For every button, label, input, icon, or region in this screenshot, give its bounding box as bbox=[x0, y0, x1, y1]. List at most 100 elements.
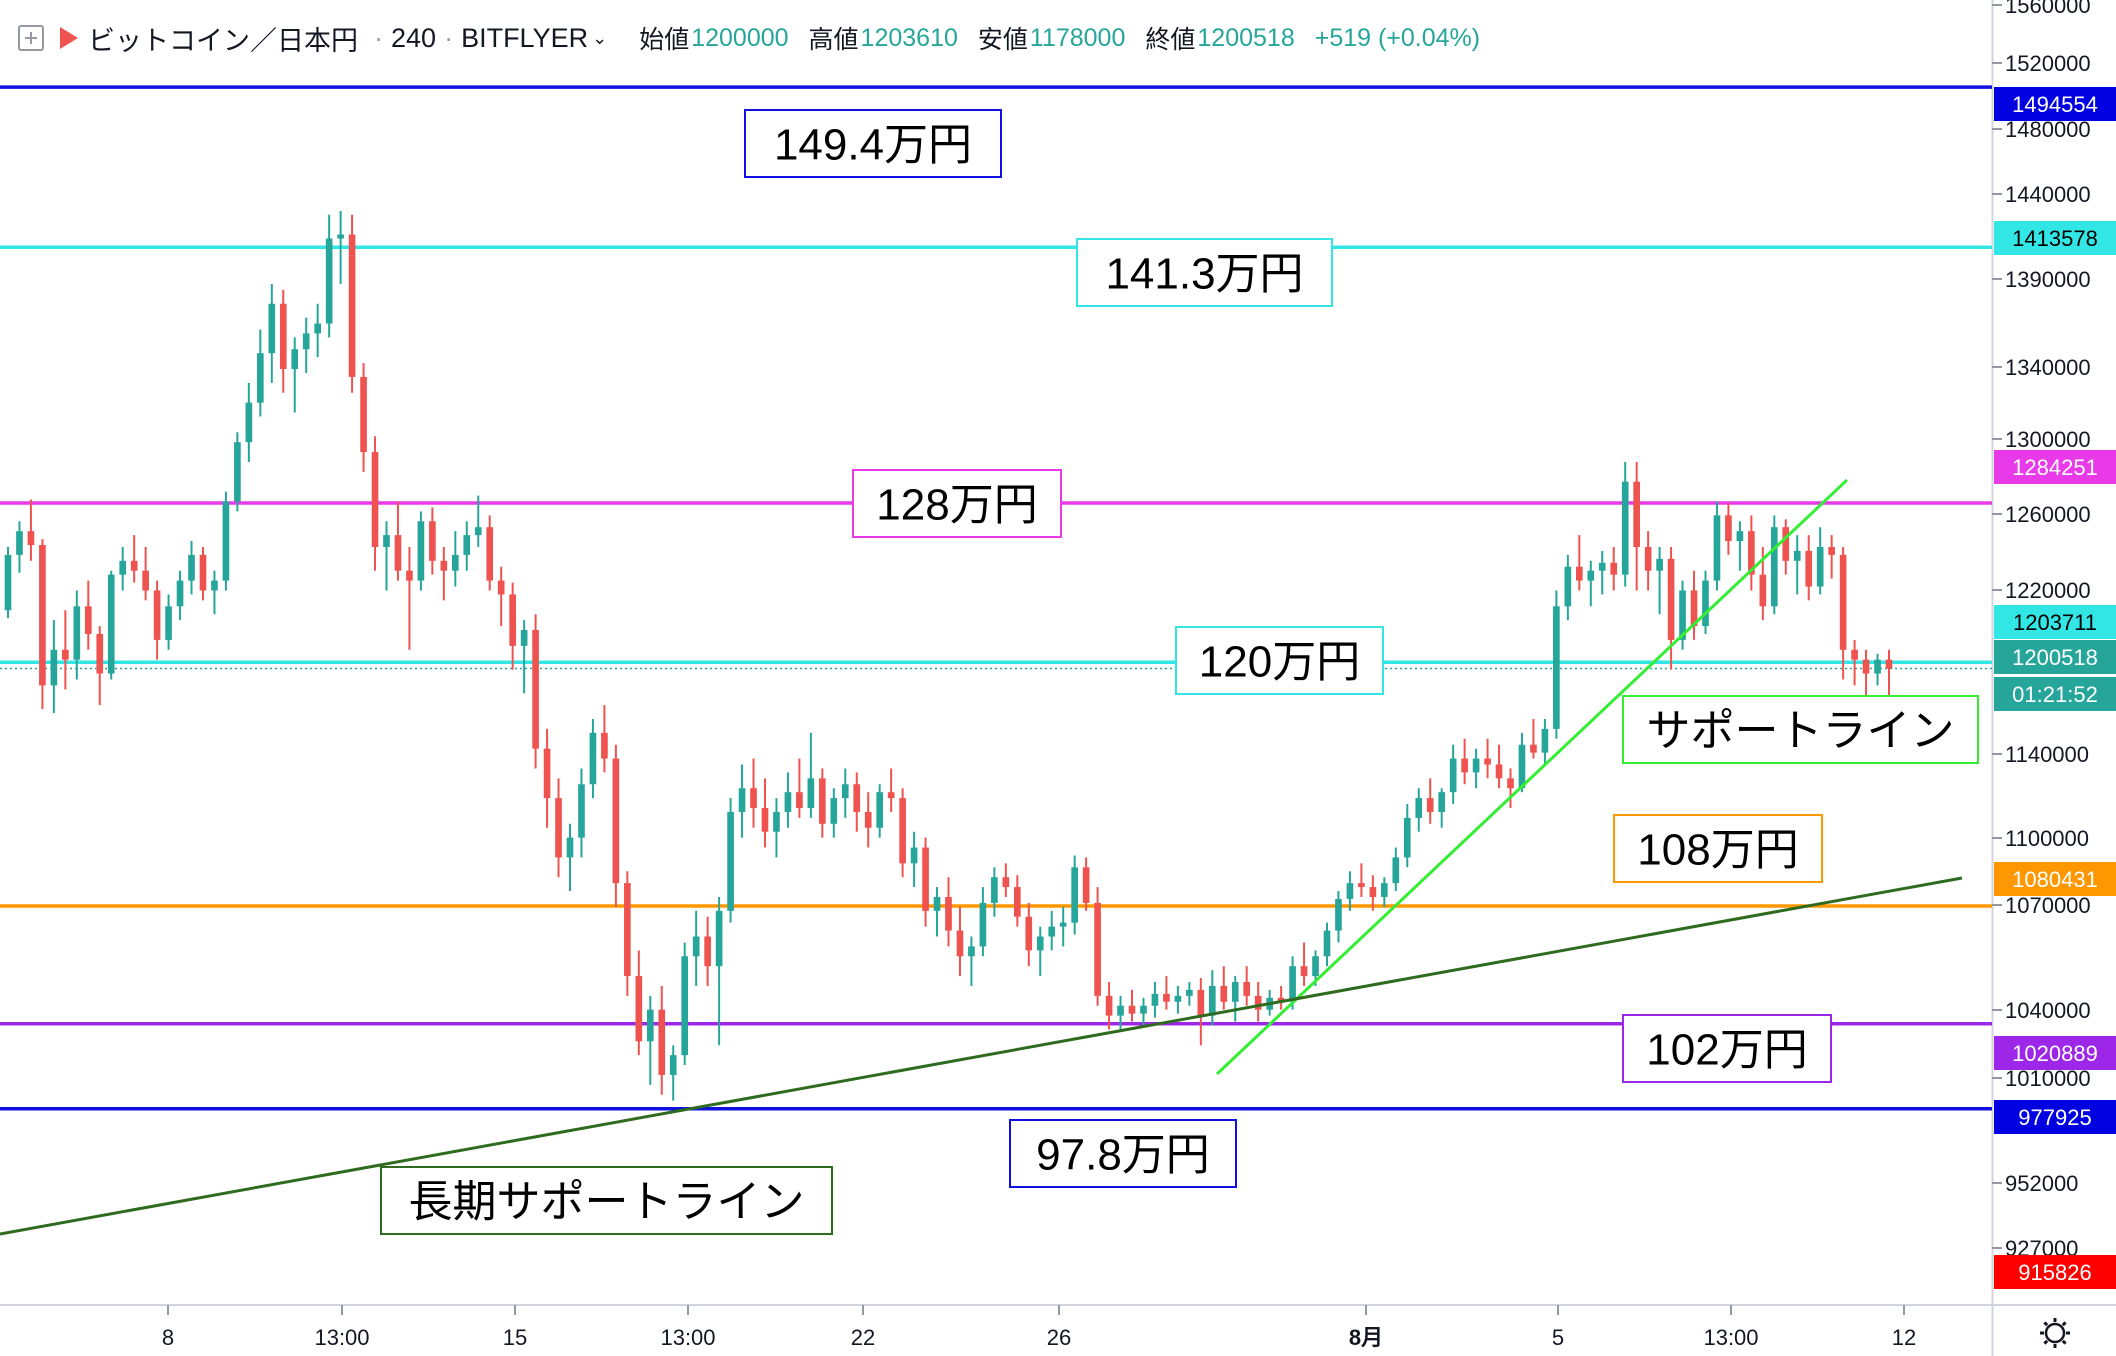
support-trend-line[interactable] bbox=[1215, 478, 1849, 1076]
candle bbox=[348, 214, 356, 393]
price-tick-label: 952000 bbox=[2005, 1171, 2078, 1196]
candle bbox=[1013, 875, 1021, 927]
close-value: 1200518 bbox=[1197, 23, 1295, 52]
candle-body bbox=[1403, 817, 1411, 858]
candle-body bbox=[1805, 550, 1813, 587]
level-label-1020889-text: 102万円 bbox=[1646, 1026, 1807, 1075]
candle bbox=[945, 877, 952, 947]
candle bbox=[1381, 877, 1388, 907]
candle bbox=[715, 896, 723, 1046]
candle-body bbox=[1610, 562, 1618, 575]
price-tick-label: 1340000 bbox=[2005, 355, 2091, 380]
level-label-1284251[interactable]: 128万円 bbox=[852, 469, 1062, 538]
candle bbox=[876, 784, 884, 838]
price-badge: 1020889 bbox=[1994, 1036, 2116, 1070]
candle-body bbox=[646, 1009, 654, 1042]
level-label-1413578[interactable]: 141.3万円 bbox=[1076, 238, 1333, 307]
candle bbox=[669, 1045, 677, 1101]
candle bbox=[463, 521, 471, 571]
candle bbox=[1851, 639, 1858, 686]
candle-body bbox=[830, 798, 838, 824]
exchange-label[interactable]: BITFLYER bbox=[461, 22, 589, 53]
candle bbox=[153, 580, 161, 660]
candle-body bbox=[1346, 883, 1354, 899]
level-label-1020889[interactable]: 102万円 bbox=[1622, 1014, 1832, 1083]
candle-body bbox=[1220, 985, 1228, 1002]
level-label-1020889-box bbox=[1622, 1014, 1832, 1083]
candle bbox=[1874, 653, 1881, 686]
add-symbol-icon[interactable] bbox=[18, 25, 44, 51]
candle bbox=[474, 495, 482, 547]
candle-body bbox=[864, 811, 872, 828]
candle bbox=[956, 906, 964, 977]
level-label-1203711[interactable]: 120万円 bbox=[1175, 626, 1384, 695]
candle-body bbox=[738, 788, 746, 812]
long-term-support-trend-line[interactable] bbox=[0, 876, 1963, 1236]
symbol-name[interactable]: ビットコイン／日本円 bbox=[88, 25, 358, 56]
support-line-label[interactable]: サポートライン bbox=[1622, 695, 1979, 764]
high-value: 1203610 bbox=[860, 23, 958, 52]
candle bbox=[1323, 922, 1331, 967]
candle bbox=[1541, 719, 1549, 765]
candle-body bbox=[84, 606, 92, 634]
low-label: 安値 bbox=[977, 26, 1028, 54]
candle-body bbox=[337, 234, 344, 239]
candle bbox=[784, 772, 792, 828]
candle bbox=[933, 887, 941, 937]
candle-body bbox=[257, 353, 264, 403]
candle-body bbox=[107, 574, 115, 674]
candle bbox=[1805, 535, 1813, 601]
price-badge-text: 01:21:52 bbox=[2012, 682, 2098, 707]
candle bbox=[1656, 546, 1663, 615]
chevron-down-icon[interactable]: ⌄ bbox=[592, 27, 608, 48]
candle-body bbox=[1495, 764, 1503, 779]
symbol-header: ビットコイン／日本円 · 240 · BITFLYER ⌄ 始値 1200000… bbox=[18, 16, 1480, 60]
candle bbox=[73, 590, 81, 680]
candle-body bbox=[1254, 995, 1262, 1010]
candle bbox=[337, 210, 344, 284]
candle-body bbox=[1438, 792, 1446, 812]
candle-body bbox=[853, 784, 861, 812]
candle bbox=[1667, 546, 1675, 670]
candle-body bbox=[1713, 515, 1721, 581]
price-tick-label: 1010000 bbox=[2005, 1066, 2091, 1091]
candle-body bbox=[1105, 995, 1113, 1016]
candle bbox=[1197, 978, 1205, 1046]
candle bbox=[188, 541, 195, 595]
candle bbox=[1690, 570, 1698, 640]
candle-body bbox=[463, 535, 471, 555]
candle bbox=[119, 546, 127, 591]
long-term-support-label[interactable]: 長期サポートライン bbox=[380, 1166, 833, 1235]
price-tick-label: 1260000 bbox=[2005, 502, 2091, 527]
candle bbox=[291, 337, 299, 413]
candle-body bbox=[1174, 995, 1182, 1002]
candle bbox=[1186, 981, 1193, 1006]
candle-body bbox=[1736, 531, 1744, 542]
level-label-1080431[interactable]: 108万円 bbox=[1613, 814, 1823, 883]
candle-body bbox=[130, 560, 138, 571]
candle-body bbox=[1862, 659, 1870, 674]
settings-gear-icon[interactable] bbox=[2040, 1318, 2070, 1348]
price-tick-label: 1070000 bbox=[2005, 893, 2091, 918]
candle bbox=[520, 620, 528, 694]
interval-label[interactable]: 240 bbox=[391, 22, 437, 53]
candle-body bbox=[773, 811, 780, 832]
candle bbox=[761, 778, 769, 848]
candle-body bbox=[1059, 922, 1067, 927]
candle-body bbox=[16, 531, 23, 555]
price-badge: 01:21:52 bbox=[1994, 677, 2116, 711]
candle bbox=[1644, 531, 1652, 591]
candle-body bbox=[520, 630, 528, 646]
level-label-1494554[interactable]: 149.4万円 bbox=[744, 109, 1002, 178]
candle bbox=[543, 728, 551, 828]
candle-body bbox=[394, 535, 402, 571]
candle-body bbox=[1163, 993, 1170, 1002]
candle bbox=[1036, 926, 1044, 977]
candle-body bbox=[658, 1009, 666, 1075]
price-badge-text: 1203711 bbox=[2013, 610, 2097, 635]
level-label-977925[interactable]: 97.8万円 bbox=[1009, 1119, 1237, 1188]
candle bbox=[383, 521, 390, 591]
candle bbox=[807, 732, 815, 818]
candle-body bbox=[1002, 877, 1010, 888]
